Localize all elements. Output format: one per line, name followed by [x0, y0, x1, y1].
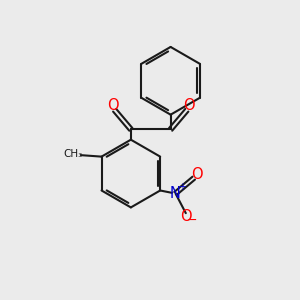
Text: +: + [178, 182, 186, 192]
Text: O: O [191, 167, 203, 182]
Text: N: N [170, 186, 181, 201]
Text: O: O [107, 98, 118, 113]
Text: CH₃: CH₃ [63, 149, 82, 159]
Text: −: − [187, 213, 197, 226]
Text: O: O [183, 98, 195, 113]
Text: O: O [180, 208, 192, 224]
